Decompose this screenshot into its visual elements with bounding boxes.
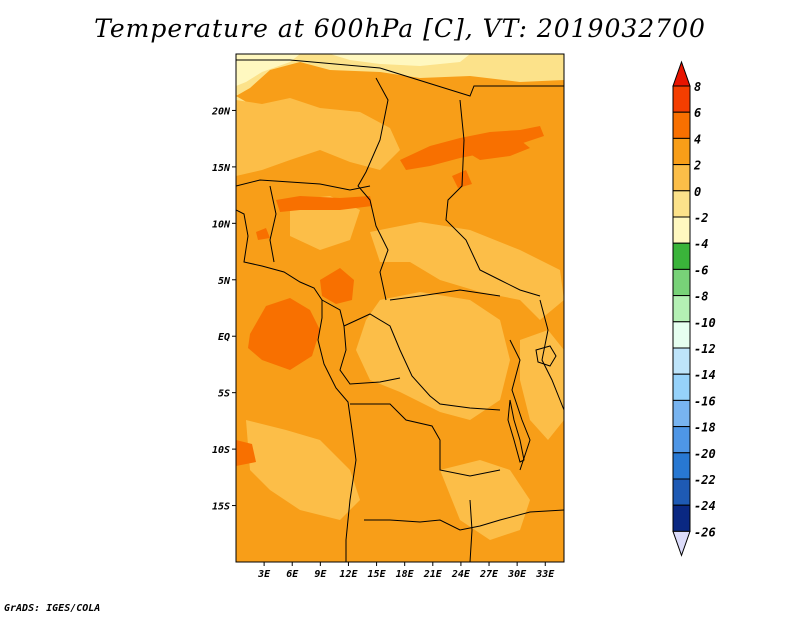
coastline bbox=[236, 209, 357, 562]
colorbar-swatch bbox=[672, 164, 691, 192]
field-north-coldest bbox=[236, 54, 300, 86]
field-warm-gabon bbox=[248, 298, 320, 370]
border-6 bbox=[321, 299, 501, 411]
border-10 bbox=[469, 499, 473, 562]
field-warm-west-south bbox=[236, 440, 256, 466]
x-axis-ticks: 3E 6E 9E 12E 15E 18E 21E 24E 27E 30E 33E bbox=[257, 562, 555, 580]
colorbar-level-label: -22 bbox=[694, 473, 716, 487]
x-tick-label: 9E bbox=[314, 569, 327, 580]
field-north-cool bbox=[236, 54, 564, 96]
colorbar-swatch bbox=[672, 347, 691, 375]
colorbar-swatch bbox=[672, 426, 691, 454]
x-tick-label: 12E bbox=[339, 569, 358, 580]
x-tick-label: 33E bbox=[535, 569, 555, 580]
colorbar-level-label: -12 bbox=[694, 342, 716, 356]
colorbar-level-label: 6 bbox=[694, 106, 701, 120]
y-axis-ticks: 20N 15N 10N 5N EQ 5S 10S 15S bbox=[211, 106, 236, 513]
colorbar-swatch bbox=[672, 373, 691, 401]
colorbar-level-label: -20 bbox=[694, 447, 716, 461]
temperature-field bbox=[236, 54, 564, 562]
map-borders bbox=[236, 59, 564, 562]
colorbar-swatch bbox=[672, 399, 691, 428]
field-east-light bbox=[520, 330, 564, 440]
colorbar-swatch bbox=[672, 504, 691, 532]
border-12 bbox=[539, 299, 564, 411]
x-tick-label: 15E bbox=[368, 569, 387, 580]
colorbar-level-label: -18 bbox=[694, 421, 716, 435]
border-8 bbox=[350, 403, 501, 477]
colorbar-swatch bbox=[672, 295, 691, 323]
x-tick-label: 18E bbox=[396, 569, 415, 580]
y-tick-label: 5N bbox=[218, 276, 231, 287]
field-warm-west bbox=[256, 228, 270, 240]
lake-victoria bbox=[535, 345, 557, 367]
colorbar-level-label: -2 bbox=[694, 211, 708, 225]
border-5 bbox=[269, 185, 277, 263]
colorbar-swatch bbox=[672, 242, 691, 270]
y-tick-label: 20N bbox=[211, 106, 231, 117]
border-2 bbox=[357, 77, 389, 301]
colorbar-swatch bbox=[672, 137, 691, 166]
field-north-coldest-2 bbox=[330, 54, 470, 66]
colorbar-swatch bbox=[672, 321, 691, 349]
field-south-light bbox=[246, 420, 360, 520]
y-tick-label: 15N bbox=[212, 163, 231, 174]
colorbar-level-label: 0 bbox=[694, 185, 701, 199]
field-sahel-light bbox=[236, 98, 400, 176]
y-tick-label: EQ bbox=[218, 332, 230, 343]
y-tick-label: 5S bbox=[218, 389, 230, 400]
colorbar-level-label: -16 bbox=[694, 394, 716, 408]
colorbar-level-label: -14 bbox=[694, 368, 716, 382]
y-tick-label: 15S bbox=[212, 502, 230, 513]
field-congo-light bbox=[356, 292, 510, 420]
x-tick-label: 27E bbox=[479, 569, 499, 580]
colorbar-swatch bbox=[672, 452, 691, 480]
plot-frame bbox=[235, 53, 565, 563]
colorbar-swatch bbox=[672, 216, 691, 244]
colorbar-swatch bbox=[672, 268, 691, 297]
colorbar-level-label: -24 bbox=[694, 499, 716, 513]
y-tick-label: 10S bbox=[212, 445, 230, 456]
field-southeast-light bbox=[440, 460, 530, 540]
field-warm-sudan-2 bbox=[460, 140, 530, 160]
field-warm-nigeria bbox=[276, 196, 372, 212]
colorbar-level-label: -4 bbox=[694, 237, 708, 251]
field-warm-cameroon bbox=[320, 268, 354, 304]
colorbar-level-label: 8 bbox=[694, 80, 701, 94]
chart-title: Temperature at 600hPa [C], VT: 201903270… bbox=[94, 14, 706, 43]
colorbar-top-arrow bbox=[672, 60, 691, 87]
x-tick-label: 24E bbox=[451, 569, 471, 580]
colorbar-level-label: 2 bbox=[693, 159, 701, 173]
border-4 bbox=[236, 179, 371, 191]
border-7 bbox=[339, 325, 401, 385]
grads-credit: GrADS: IGES/COLA bbox=[4, 603, 101, 614]
colorbar-level-label: -6 bbox=[694, 263, 708, 277]
border-3 bbox=[445, 99, 541, 297]
border-1 bbox=[236, 59, 564, 97]
colorbar-level-label: -26 bbox=[694, 525, 716, 539]
colorbar-swatch bbox=[672, 85, 691, 113]
colorbar-swatch bbox=[672, 190, 691, 218]
field-central-light bbox=[370, 222, 564, 320]
x-tick-label: 3E bbox=[257, 569, 271, 580]
colorbar-swatch bbox=[672, 111, 691, 139]
colorbar-level-label: 4 bbox=[694, 132, 701, 146]
x-tick-label: 21E bbox=[423, 569, 443, 580]
border-9 bbox=[364, 509, 564, 531]
border-13 bbox=[389, 289, 501, 301]
x-tick-label: 30E bbox=[507, 569, 527, 580]
y-tick-label: 10N bbox=[212, 219, 231, 230]
colorbar-bottom-arrow bbox=[672, 530, 691, 557]
colorbar: 8 6 4 2 0 -2 -4 -6 -8 -10 -12 -14 -16 -18 -20 -22 -24 -26 bbox=[672, 60, 716, 557]
colorbar-swatch bbox=[672, 478, 691, 506]
colorbar-level-label: -10 bbox=[694, 316, 716, 330]
border-11 bbox=[509, 339, 531, 471]
lake-tanganyika bbox=[507, 399, 525, 463]
x-tick-label: 6E bbox=[286, 569, 299, 580]
colorbar-level-label: -8 bbox=[694, 290, 708, 304]
